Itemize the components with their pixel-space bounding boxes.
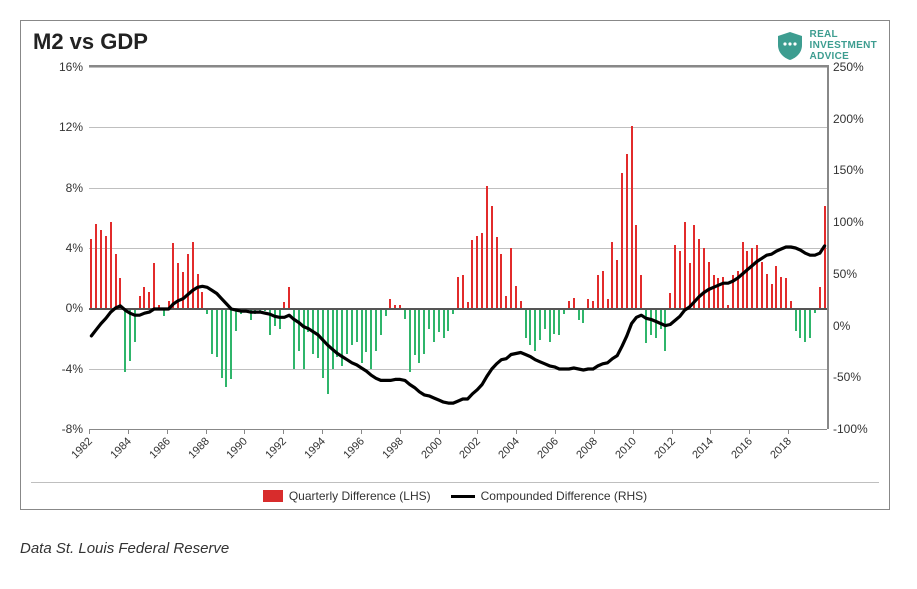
x-label: 1988 xyxy=(186,435,212,461)
y-left-label: 4% xyxy=(66,241,83,255)
plot-area: -8%-4%0%4%8%12%16%-100%-50%0%50%100%150%… xyxy=(89,65,829,429)
x-label: 2018 xyxy=(768,435,794,461)
x-label: 2004 xyxy=(496,435,522,461)
y-right-label: 250% xyxy=(833,60,864,74)
x-label: 2006 xyxy=(535,435,561,461)
chart-title: M2 vs GDP xyxy=(33,29,148,55)
y-right-label: 200% xyxy=(833,112,864,126)
x-label: 2016 xyxy=(730,435,756,461)
x-label: 1990 xyxy=(225,435,251,461)
x-label: 1998 xyxy=(380,435,406,461)
x-label: 2008 xyxy=(574,435,600,461)
compounded-line xyxy=(91,246,824,403)
y-right-label: 50% xyxy=(833,267,857,281)
brand-text: REAL INVESTMENT ADVICE xyxy=(810,29,877,62)
legend-label-bars: Quarterly Difference (LHS) xyxy=(289,489,431,503)
legend: Quarterly Difference (LHS) Compounded Di… xyxy=(31,482,879,503)
x-label: 1992 xyxy=(263,435,289,461)
x-label: 1986 xyxy=(147,435,173,461)
shield-icon xyxy=(776,31,804,61)
y-left-label: -4% xyxy=(62,362,83,376)
y-left-label: 8% xyxy=(66,181,83,195)
x-label: 1996 xyxy=(341,435,367,461)
y-right-label: -100% xyxy=(833,422,868,436)
x-label: 2000 xyxy=(419,435,445,461)
x-label: 2012 xyxy=(652,435,678,461)
source-note: Data St. Louis Federal Reserve xyxy=(20,540,897,557)
y-right-label: 150% xyxy=(833,163,864,177)
legend-label-line: Compounded Difference (RHS) xyxy=(481,489,648,503)
brand-logo: REAL INVESTMENT ADVICE xyxy=(776,29,877,62)
legend-swatch-line xyxy=(451,495,475,498)
chart-container: M2 vs GDP REAL INVESTMENT ADVICE -8%-4%0… xyxy=(20,20,890,510)
x-label: 2002 xyxy=(458,435,484,461)
legend-item-bars: Quarterly Difference (LHS) xyxy=(263,489,431,503)
legend-swatch-bars xyxy=(263,490,283,502)
y-right-label: 100% xyxy=(833,215,864,229)
y-left-label: 0% xyxy=(66,301,83,315)
line-layer xyxy=(89,67,827,429)
y-left-label: 12% xyxy=(59,120,83,134)
y-right-label: -50% xyxy=(833,370,861,384)
y-left-label: -8% xyxy=(62,422,83,436)
legend-item-line: Compounded Difference (RHS) xyxy=(451,489,648,503)
y-left-label: 16% xyxy=(59,60,83,74)
x-label: 1994 xyxy=(302,435,328,461)
x-label: 1984 xyxy=(108,435,134,461)
x-label: 2010 xyxy=(613,435,639,461)
x-label: 1982 xyxy=(69,435,95,461)
y-right-label: 0% xyxy=(833,319,850,333)
x-label: 2014 xyxy=(691,435,717,461)
